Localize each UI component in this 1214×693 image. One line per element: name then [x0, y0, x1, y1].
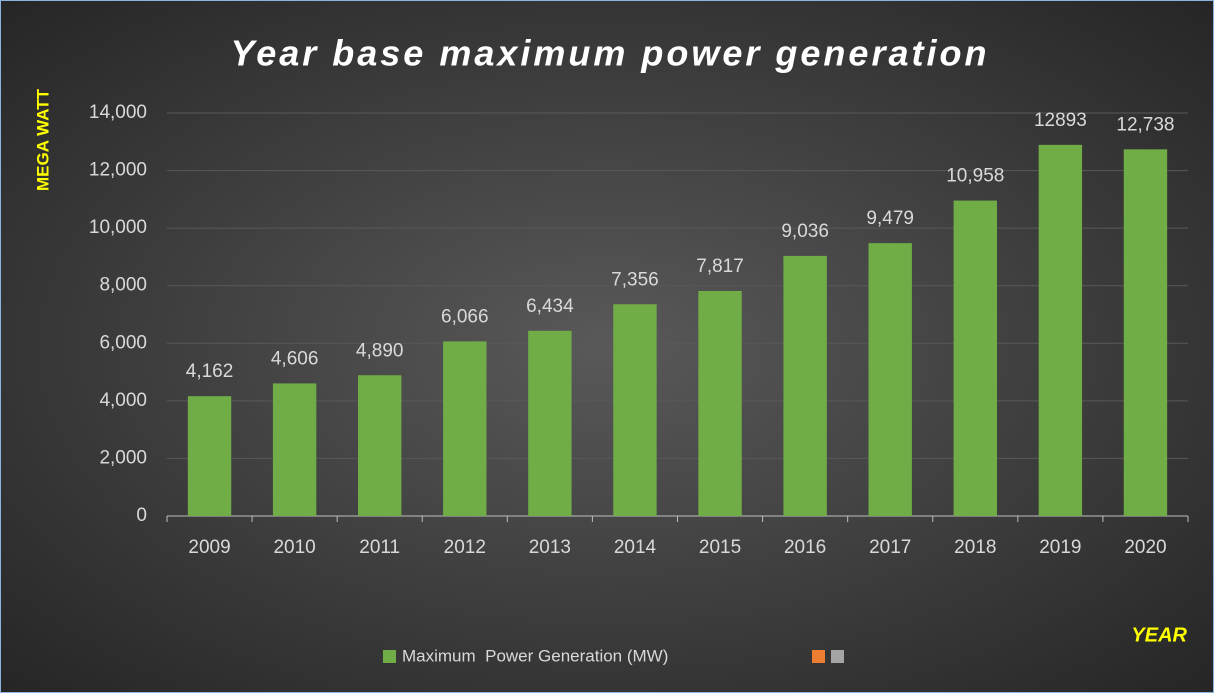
- x-tick-label: 2010: [273, 537, 315, 558]
- data-label: 9,479: [866, 208, 914, 229]
- y-tick-label: 2,000: [99, 447, 147, 468]
- data-label: 4,162: [186, 361, 234, 382]
- x-tick-label: 2015: [699, 537, 741, 558]
- y-tick-label: 10,000: [89, 217, 147, 238]
- y-tick-label: 12,000: [89, 160, 147, 181]
- y-tick-label: 0: [136, 505, 147, 526]
- x-axis-label: YEAR: [1131, 624, 1187, 646]
- y-tick-label: 6,000: [99, 332, 147, 353]
- legend-swatch: [383, 650, 396, 663]
- x-tick-label: 2012: [444, 537, 486, 558]
- y-axis-label: MEGA WATT: [33, 88, 52, 191]
- data-label: 4,890: [356, 340, 404, 361]
- bar: [1038, 144, 1083, 516]
- legend-label: Maximum Power Generation (MW): [402, 646, 668, 665]
- x-tick-label: 2020: [1124, 537, 1166, 558]
- x-tick-label: 2019: [1039, 537, 1081, 558]
- y-tick-label: 14,000: [89, 102, 147, 123]
- bar: [613, 304, 657, 516]
- x-tick-label: 2016: [784, 537, 826, 558]
- data-label: 7,356: [611, 269, 659, 290]
- bar: [953, 200, 997, 516]
- bar: [698, 290, 742, 516]
- x-tick-label: 2011: [359, 537, 400, 558]
- x-tick-label: 2009: [188, 537, 230, 558]
- bar: [187, 396, 232, 516]
- bar: [443, 341, 487, 516]
- legend-swatch: [812, 650, 825, 663]
- x-tick-label: 2017: [869, 537, 911, 558]
- data-label: 7,817: [696, 256, 744, 277]
- bar: [783, 255, 827, 517]
- bar: [272, 383, 317, 516]
- bar: [1123, 149, 1168, 516]
- bar: [358, 375, 402, 516]
- bar: [868, 243, 912, 517]
- data-label: 6,066: [441, 306, 489, 327]
- bar: [528, 330, 572, 516]
- chart-title: Year base maximum power generation: [231, 33, 990, 74]
- x-tick-label: 2013: [529, 537, 571, 558]
- y-tick-label: 4,000: [99, 390, 147, 411]
- y-tick-label: 8,000: [99, 275, 147, 296]
- data-label: 4,606: [271, 348, 319, 369]
- data-label: 6,434: [526, 296, 574, 317]
- x-tick-label: 2018: [954, 537, 996, 558]
- data-label: 10,958: [946, 166, 1004, 187]
- data-label: 9,036: [781, 221, 829, 242]
- data-label: 12,738: [1116, 114, 1174, 135]
- legend-swatch: [831, 650, 844, 663]
- x-tick-label: 2014: [614, 537, 657, 558]
- data-label: 12893: [1034, 110, 1087, 131]
